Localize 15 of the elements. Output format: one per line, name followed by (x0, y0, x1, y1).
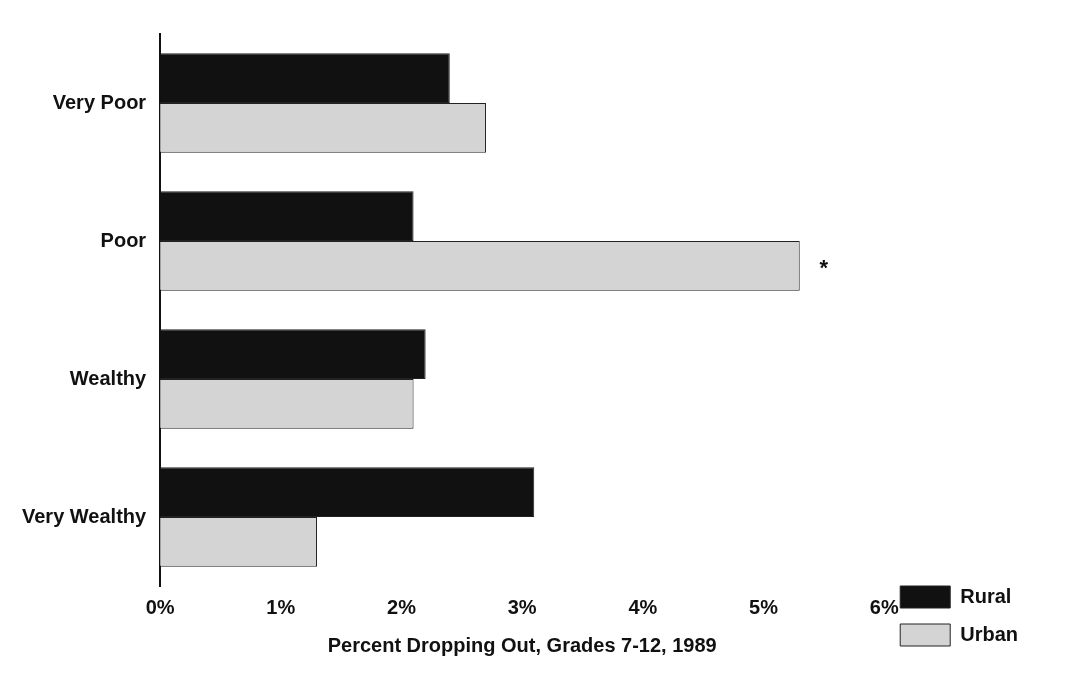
x-tick-label: 2% (387, 595, 417, 618)
x-tick-label: 0% (145, 595, 175, 618)
x-tick-label: 5% (749, 595, 779, 618)
x-tick-label: 6% (869, 595, 899, 618)
legend-label: Rural (960, 584, 1012, 607)
x-axis-title: Percent Dropping Out, Grades 7-12, 1989 (327, 633, 717, 656)
y-tick-label: Very Wealthy (22, 504, 148, 527)
x-tick-label: 1% (266, 595, 296, 618)
legend-label: Urban (960, 622, 1019, 645)
x-tick-label: 4% (628, 595, 658, 618)
x-tick-label: 3% (507, 595, 537, 618)
annotation: * (819, 254, 829, 280)
y-tick-label: Very Poor (52, 90, 147, 113)
y-tick-label: Poor (100, 228, 147, 251)
y-tick-label: Wealthy (69, 366, 148, 389)
